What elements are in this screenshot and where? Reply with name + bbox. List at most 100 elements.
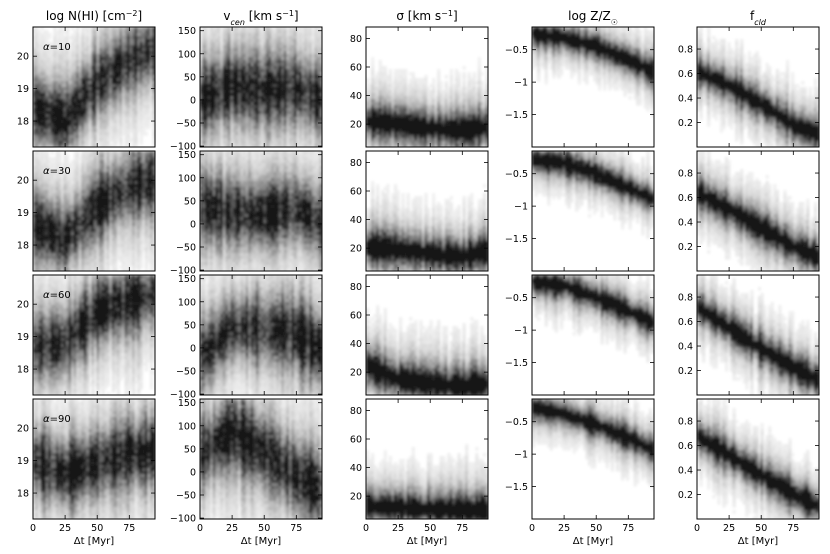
y-tick-label: 20	[17, 176, 29, 187]
panel-alpha90-logNHI: 18 19 20 0 25 50 75 Δt [Myr] α=90	[17, 398, 156, 547]
panel-alpha60-logNHI: 18 19 20 α=60	[17, 274, 156, 396]
x-tick-label: 25	[392, 523, 404, 534]
y-tick-label: 40	[350, 215, 362, 226]
x-tick-label: 75	[787, 523, 799, 534]
row-label-alpha10: α=10	[43, 42, 71, 53]
y-tick-label: 18	[17, 117, 29, 128]
x-tick-label: 75	[456, 523, 468, 534]
panel-frame	[32, 26, 156, 148]
x-tick-label: 0	[694, 523, 700, 534]
y-tick-label: 20	[350, 244, 362, 255]
panel-alpha30-logZ: −1.5 −1 −0.5	[505, 150, 655, 272]
y-tick-label: 20	[17, 52, 29, 63]
x-tick-label: 0	[30, 523, 36, 534]
row-label-alpha60: α=60	[43, 290, 71, 301]
heatmap-alpha10-fcld	[697, 27, 819, 147]
panel-alpha30-vcen: −100 −50 0 50 100 150	[170, 150, 323, 277]
y-tick-label: 150	[178, 150, 196, 161]
panel-frame	[365, 274, 489, 396]
y-tick-label: 100	[178, 297, 196, 308]
y-tick-label: 50	[184, 72, 196, 83]
y-tick-label: 0.6	[678, 69, 693, 80]
heatmap-alpha60-vcen	[200, 275, 322, 395]
panel-frame	[199, 150, 323, 272]
y-tick-label: 0.8	[678, 169, 693, 180]
panel-alpha10-logNHI: 18 19 20 α=10	[17, 26, 156, 148]
row-label-alpha90: α=90	[43, 414, 71, 425]
panel-frame	[32, 274, 156, 396]
y-tick-label: 50	[184, 196, 196, 207]
x-axis-label: Δt [Myr]	[74, 536, 114, 547]
panel-frame	[199, 398, 323, 520]
y-tick-label: 20	[350, 120, 362, 131]
y-tick-label: 0.8	[678, 417, 693, 428]
x-tick-label: 50	[424, 523, 436, 534]
y-tick-label: 0.2	[678, 118, 693, 129]
x-axis-label: Δt [Myr]	[738, 536, 778, 547]
y-tick-label: 150	[178, 398, 196, 409]
x-tick-label: 50	[91, 523, 103, 534]
column-title-fcld: fcld	[750, 9, 767, 27]
y-tick-label: 40	[350, 463, 362, 474]
y-tick-label: 80	[350, 282, 362, 293]
y-tick-label: −50	[176, 367, 196, 378]
panel-frame	[365, 26, 489, 148]
panel-alpha10-vcen: −100 −50 0 50 100 150	[170, 26, 323, 153]
panel-alpha30-logNHI: 18 19 20 α=30	[17, 150, 156, 272]
y-tick-label: 0.6	[678, 317, 693, 328]
panel-frame	[531, 150, 655, 272]
y-tick-label: −1.5	[505, 234, 528, 245]
panel-frame	[199, 274, 323, 396]
panel-frame	[365, 398, 489, 520]
x-tick-label: 75	[123, 523, 135, 534]
y-tick-label: −100	[170, 142, 196, 153]
panel-alpha10-logZ: −1.5 −1 −0.5	[505, 26, 655, 148]
panel-alpha10-fcld: 0.2 0.4 0.6 0.8	[678, 26, 820, 148]
y-tick-label: 50	[184, 320, 196, 331]
panel-alpha30-sigma: 20 40 60 80	[350, 150, 489, 272]
panel-alpha90-fcld: 0.2 0.4 0.6 0.8 0 25 50 75 Δt [Myr]	[678, 398, 820, 547]
panel-alpha60-fcld: 0.2 0.4 0.6 0.8	[678, 274, 820, 396]
heatmap-alpha90-fcld	[697, 399, 819, 519]
y-tick-label: −50	[176, 491, 196, 502]
y-tick-label: 0.4	[678, 342, 693, 353]
column-title-logNHI: log N(HI) [cm−2]	[46, 9, 142, 24]
row-label-alpha30: α=30	[43, 166, 71, 177]
x-axis-label: Δt [Myr]	[241, 536, 281, 547]
heatmap-alpha60-fcld	[697, 275, 819, 395]
y-tick-label: 60	[350, 63, 362, 74]
y-tick-label: 60	[350, 187, 362, 198]
panel-frame	[531, 26, 655, 148]
y-tick-label: 0.6	[678, 193, 693, 204]
y-tick-label: 0	[190, 467, 196, 478]
y-tick-label: 150	[178, 274, 196, 285]
x-tick-label: 25	[558, 523, 570, 534]
y-tick-label: 19	[17, 84, 29, 95]
y-tick-label: 80	[350, 406, 362, 417]
y-tick-label: 19	[17, 332, 29, 343]
y-tick-label: −1.5	[505, 358, 528, 369]
panel-frame	[199, 26, 323, 148]
x-axis-label: Δt [Myr]	[573, 536, 613, 547]
heatmap-alpha60-logNHI	[33, 275, 155, 395]
y-tick-label: 20	[17, 300, 29, 311]
heatmap-alpha90-logZ	[532, 399, 654, 490]
y-tick-label: 0	[190, 95, 196, 106]
y-tick-label: 0	[190, 219, 196, 230]
heatmap-alpha60-logZ	[532, 275, 654, 363]
y-tick-label: −1.5	[505, 482, 528, 493]
y-tick-label: 18	[17, 365, 29, 376]
y-tick-label: 100	[178, 49, 196, 60]
y-tick-label: −100	[170, 266, 196, 277]
y-tick-label: −1.5	[505, 110, 528, 121]
column-title-sigma: σ [km s−1]	[396, 9, 457, 24]
y-tick-label: 100	[178, 421, 196, 432]
y-tick-label: −1	[514, 450, 528, 461]
y-tick-label: 0.8	[678, 293, 693, 304]
y-tick-label: −100	[170, 390, 196, 401]
panel-alpha60-sigma: 20 40 60 80	[350, 274, 489, 396]
x-tick-label: 0	[529, 523, 535, 534]
y-tick-label: −100	[170, 514, 196, 525]
panel-alpha60-vcen: −100 −50 0 50 100 150	[170, 274, 323, 401]
panel-alpha90-vcen: −100 −50 0 50 100 150 0 25 50 75 Δt [Myr]	[170, 398, 323, 547]
